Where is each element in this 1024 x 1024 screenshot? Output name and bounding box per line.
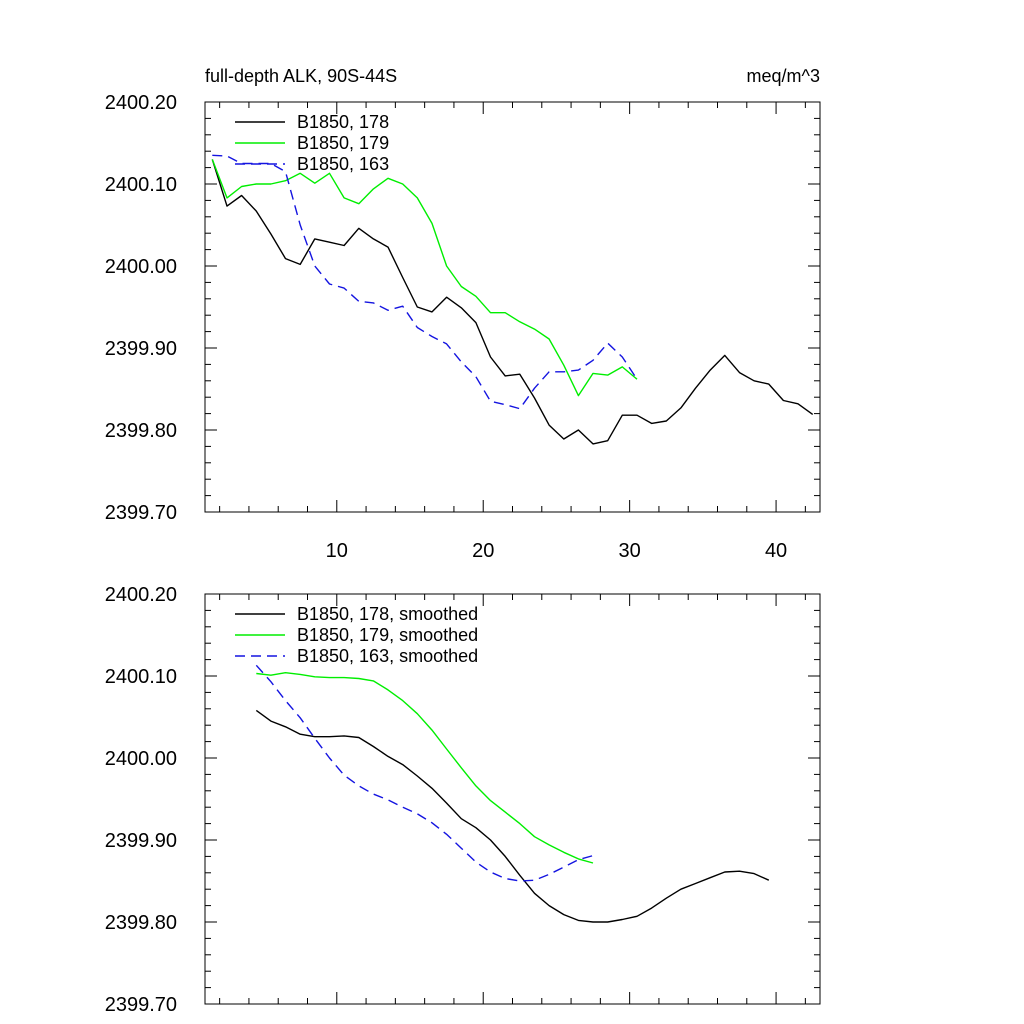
x-tick-label: 10 [326, 540, 348, 562]
y-tick-label: 2400.00 [105, 256, 177, 278]
series-line-1 [211, 159, 814, 445]
y-tick-labels: 2399.70 2399.80 2399.90 2400.00 2400.10 2400.… [105, 584, 177, 1016]
y-tick-label: 2399.90 [105, 830, 177, 852]
y-tick-label: 2400.20 [105, 92, 177, 114]
bottom-panel: 2399.70 2399.80 2399.90 2400.00 2400.10 2400.… [105, 584, 821, 1016]
chart-title: full-depth ALK, 90S-44S [205, 66, 397, 86]
x-tick-label: 30 [619, 540, 641, 562]
series-line-3 [212, 154, 638, 410]
y-tick-label: 2399.70 [105, 994, 177, 1016]
x-tick-label: 40 [765, 540, 787, 562]
series-lines [211, 154, 814, 445]
series-line-1 [255, 709, 770, 923]
y-tick-labels: 2399.70 2399.80 2399.90 2400.00 2400.10 2400.… [105, 92, 177, 524]
y-tick-label: 2399.80 [105, 420, 177, 442]
x-tick-labels: 10 20 30 40 [326, 540, 788, 562]
legend-label: B1850, 163, smoothed [297, 646, 478, 666]
legend-label: B1850, 179, smoothed [297, 625, 478, 645]
y-tick-label: 2400.10 [105, 666, 177, 688]
tick-marks [205, 593, 820, 1005]
x-tick-label: 20 [472, 540, 494, 562]
top-panel: full-depth ALK, 90S-44S meq/m^3 2399.702… [105, 66, 821, 562]
y-tick-label: 2399.90 [105, 338, 177, 360]
y-tick-label: 2399.70 [105, 502, 177, 524]
units-label: meq/m^3 [747, 66, 820, 86]
y-tick-label: 2400.00 [105, 748, 177, 770]
legend-label: B1850, 178, smoothed [297, 604, 478, 624]
tick-marks [205, 101, 820, 513]
legend-label: B1850, 179 [297, 133, 389, 153]
series-line-2 [211, 159, 638, 397]
legend-label: B1850, 178 [297, 112, 389, 132]
y-tick-label: 2400.10 [105, 174, 177, 196]
y-tick-label: 2399.80 [105, 912, 177, 934]
legend-label: B1850, 163 [297, 154, 389, 174]
series-line-3 [255, 664, 594, 882]
y-tick-label: 2400.20 [105, 584, 177, 606]
series-lines [255, 664, 770, 923]
series-line-2 [256, 672, 594, 864]
